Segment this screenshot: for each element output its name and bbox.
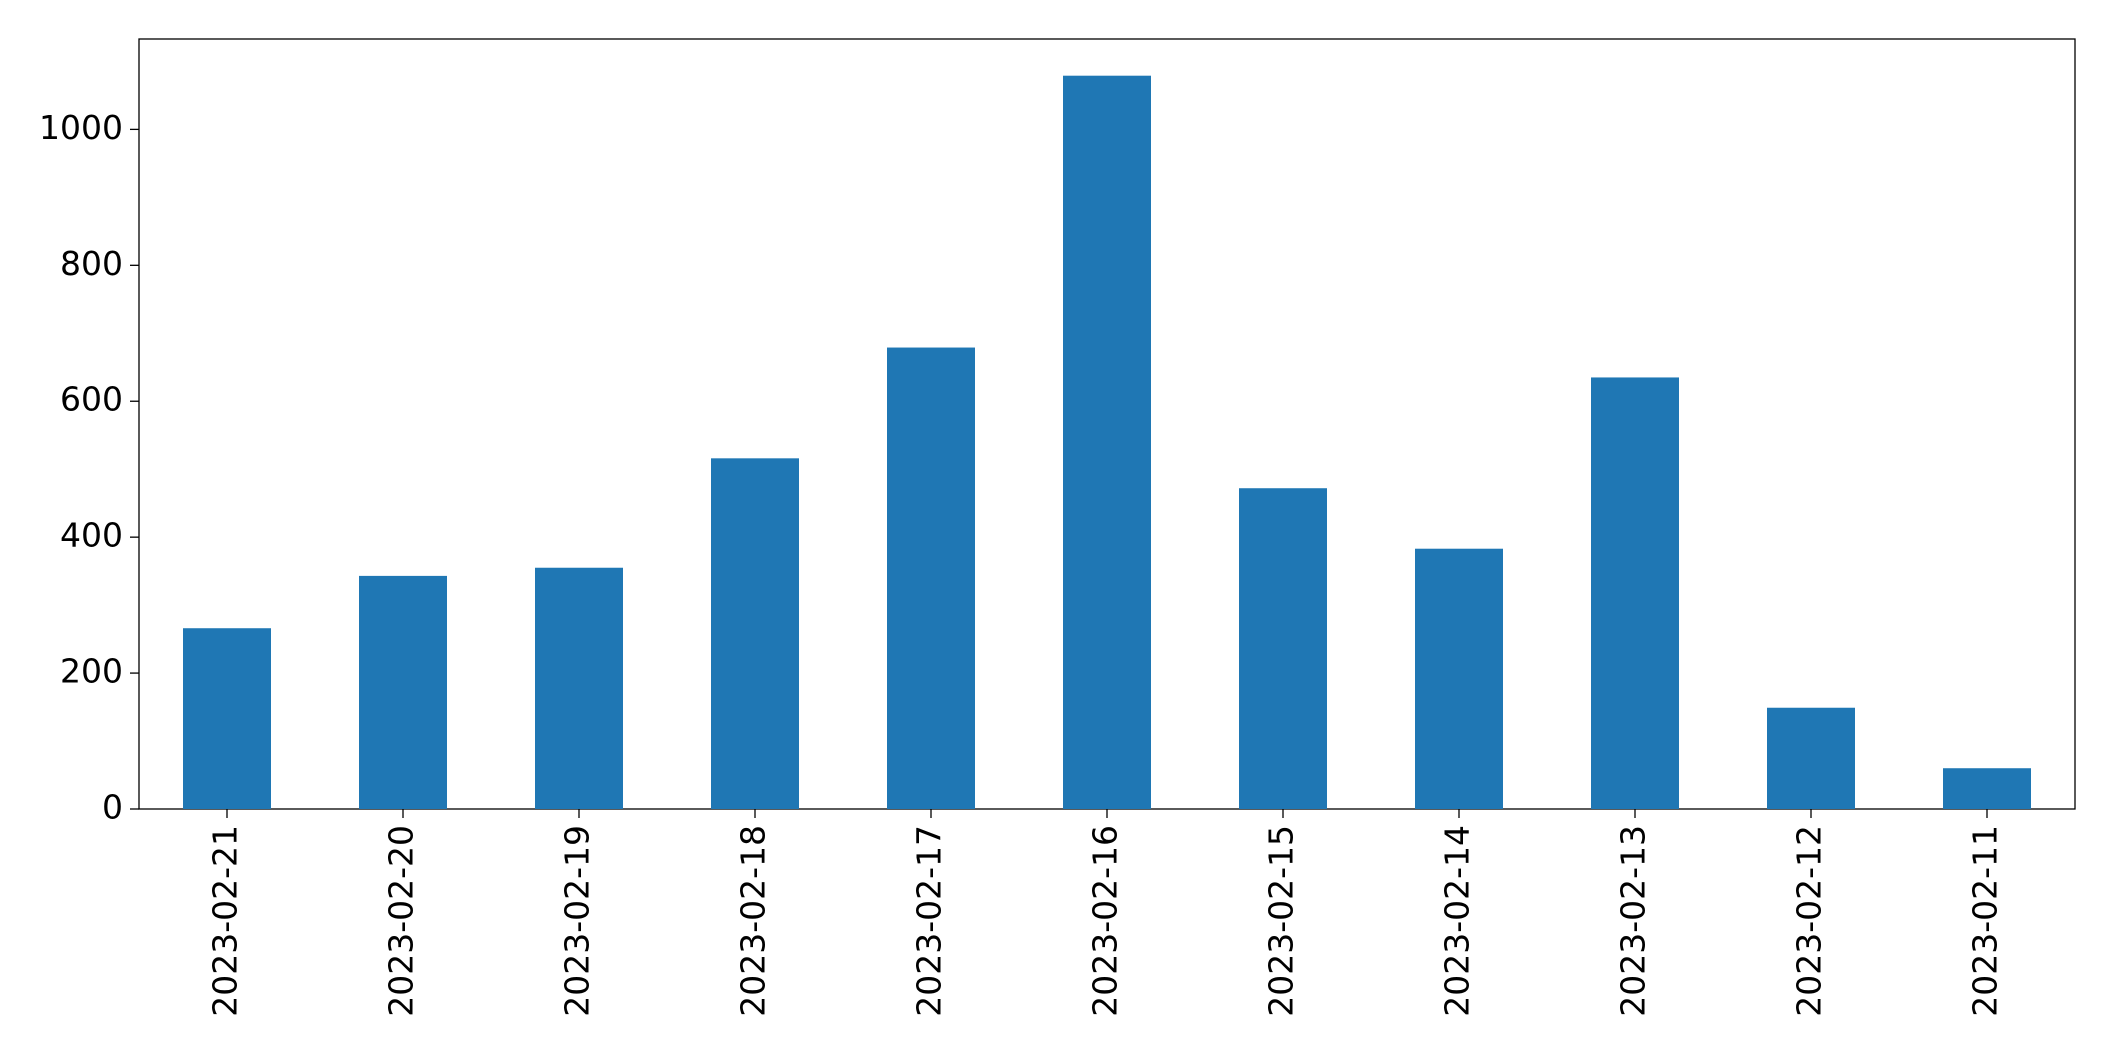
bar	[1767, 707, 1855, 809]
bar	[1239, 488, 1327, 809]
bar	[359, 575, 447, 809]
y-tick-label: 1000	[39, 108, 123, 147]
bar	[535, 567, 623, 809]
x-tick-label: 2023-02-19	[558, 825, 597, 1017]
x-tick-label: 2023-02-21	[206, 825, 245, 1017]
x-tick-label: 2023-02-14	[1438, 825, 1477, 1017]
x-tick-label: 2023-02-20	[382, 825, 421, 1017]
y-tick-label: 0	[102, 788, 123, 827]
x-tick-label: 2023-02-12	[1790, 825, 1829, 1017]
bar	[1415, 548, 1503, 809]
y-tick-label: 600	[60, 380, 123, 419]
x-tick-label: 2023-02-17	[910, 825, 949, 1017]
y-tick-label: 200	[60, 652, 123, 691]
bar	[1943, 768, 2031, 809]
x-tick-label: 2023-02-11	[1966, 825, 2005, 1017]
bar	[183, 628, 271, 809]
bar	[711, 458, 799, 809]
bar	[887, 347, 975, 809]
x-tick-label: 2023-02-15	[1262, 825, 1301, 1017]
x-tick-label: 2023-02-16	[1086, 825, 1125, 1017]
y-tick-label: 400	[60, 516, 123, 555]
x-tick-label: 2023-02-13	[1614, 825, 1653, 1017]
bar	[1591, 377, 1679, 809]
bar	[1063, 75, 1151, 809]
x-tick-label: 2023-02-18	[734, 825, 773, 1017]
y-tick-label: 800	[60, 244, 123, 283]
